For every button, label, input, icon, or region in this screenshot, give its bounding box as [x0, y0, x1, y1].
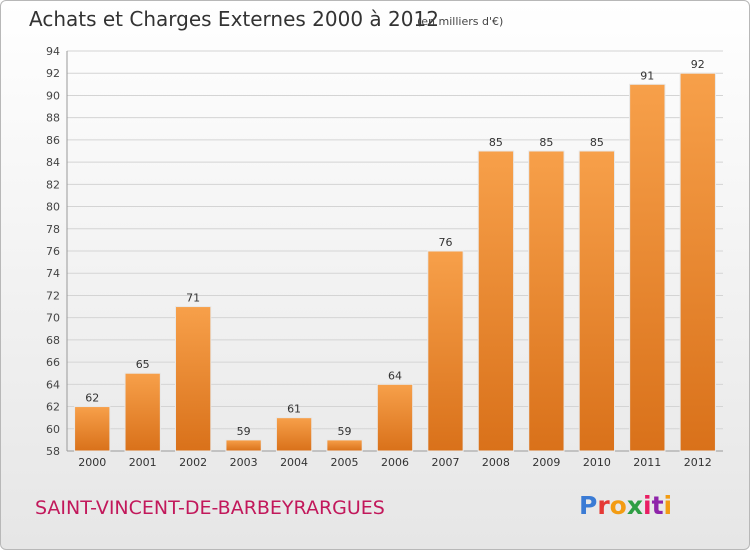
bar-2003 — [225, 439, 262, 452]
y-tick-label: 72 — [46, 289, 60, 302]
y-tick-label: 62 — [46, 401, 60, 414]
x-tick-label-2009: 2009 — [532, 456, 560, 469]
value-label-2000: 62 — [85, 392, 99, 405]
bar-2001 — [124, 372, 161, 452]
bar-2012 — [679, 72, 716, 452]
y-tick-label: 86 — [46, 134, 60, 147]
y-tick-label: 60 — [46, 423, 60, 436]
y-tick-label: 80 — [46, 201, 60, 214]
value-label-2006: 64 — [388, 369, 402, 382]
x-tick-label-2008: 2008 — [482, 456, 510, 469]
chart-unit: (en milliers d'€) — [417, 15, 504, 28]
bar-2000 — [74, 406, 111, 452]
y-tick-label: 92 — [46, 67, 60, 80]
x-tick-label-2011: 2011 — [633, 456, 661, 469]
value-label-2009: 85 — [539, 136, 553, 149]
value-label-2012: 92 — [691, 58, 705, 71]
x-tick-label-2005: 2005 — [331, 456, 359, 469]
x-tick-label-2001: 2001 — [129, 456, 157, 469]
bar-2008 — [477, 150, 515, 452]
y-tick-label: 88 — [46, 112, 60, 125]
logo-letter: P — [579, 491, 598, 520]
x-tick-label-2002: 2002 — [179, 456, 207, 469]
y-tick-label: 58 — [46, 445, 60, 458]
y-tick-label: 64 — [46, 378, 60, 391]
logo-letter: i — [643, 491, 652, 520]
value-label-2010: 85 — [590, 136, 604, 149]
y-tick-label: 76 — [46, 245, 60, 258]
y-tick-label: 82 — [46, 178, 60, 191]
bar-2005 — [326, 439, 363, 452]
logo-letter: t — [651, 491, 664, 520]
bar-2010 — [578, 150, 616, 452]
x-tick-label-2012: 2012 — [684, 456, 712, 469]
bar-2006 — [376, 383, 414, 452]
x-tick-label-2007: 2007 — [431, 456, 459, 469]
value-label-2003: 59 — [237, 425, 251, 438]
x-tick-label-2010: 2010 — [583, 456, 611, 469]
x-tick-label-2006: 2006 — [381, 456, 409, 469]
y-tick-label: 74 — [46, 267, 60, 280]
chart-title: Achats et Charges Externes 2000 à 2012 — [29, 7, 439, 31]
value-label-2005: 59 — [338, 425, 352, 438]
logo-letter: i — [663, 491, 673, 520]
x-tick-label-2004: 2004 — [280, 456, 308, 469]
value-label-2011: 91 — [640, 69, 654, 82]
y-tick-label: 94 — [46, 45, 60, 58]
bar-2004 — [275, 417, 313, 452]
logo-letter: r — [597, 491, 610, 520]
y-tick-label: 90 — [46, 89, 60, 102]
commune-name: SAINT-VINCENT-DE-BARBEYRARGUES — [35, 497, 385, 519]
value-label-2002: 71 — [186, 292, 200, 305]
x-tick-label-2000: 2000 — [78, 456, 106, 469]
value-label-2008: 85 — [489, 136, 503, 149]
y-tick-label: 70 — [46, 312, 60, 325]
y-tick-label: 68 — [46, 334, 60, 347]
bar-2007 — [427, 250, 464, 452]
proxiti-logo: Proxiti — [579, 491, 672, 520]
bar-2011 — [629, 83, 666, 452]
value-label-2001: 65 — [136, 358, 150, 371]
y-tick-label: 78 — [46, 223, 60, 236]
y-tick-label: 84 — [46, 156, 60, 169]
bar-2002 — [174, 306, 212, 452]
logo-letter: o — [609, 491, 627, 520]
logo-letter: x — [626, 491, 643, 520]
value-label-2007: 76 — [438, 236, 452, 249]
bar-2009 — [528, 150, 565, 452]
value-label-2004: 61 — [287, 403, 301, 416]
x-tick-label-2003: 2003 — [230, 456, 258, 469]
y-tick-label: 66 — [46, 356, 60, 369]
